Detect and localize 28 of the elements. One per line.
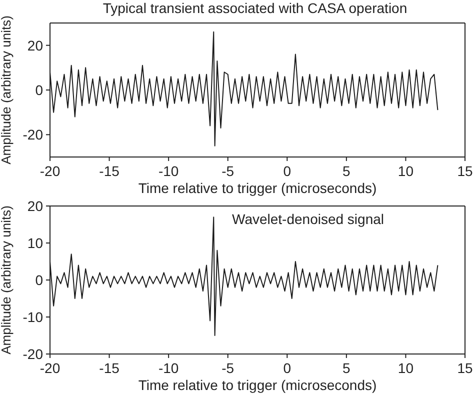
x-tick-label: -5	[222, 360, 234, 376]
y-tick-label: -20	[22, 346, 44, 362]
y-tick-label: 10	[27, 234, 44, 251]
x-tick-label: 0	[283, 162, 292, 179]
y-tick-label: 20	[27, 198, 44, 214]
annotation: Wavelet-denoised signal	[232, 211, 384, 227]
y-axis-title: Amplitude (arbitrary units)	[0, 206, 14, 354]
y-tick-label: -20	[22, 126, 44, 143]
x-tick-label: -10	[158, 162, 179, 179]
x-tick-label: -5	[222, 162, 234, 179]
x-tick-label: 5	[342, 360, 351, 376]
x-tick-label: 15	[457, 162, 473, 179]
y-tick-label: 0	[35, 82, 44, 98]
y-axis-title: Amplitude (arbitrary units)	[0, 16, 14, 164]
chart-title: Typical transient associated with CASA operation	[102, 0, 408, 16]
x-tick-label: -15	[99, 162, 120, 179]
x-axis-title: Time relative to trigger (microseconds)	[138, 377, 377, 393]
x-tick-label: 15	[457, 360, 473, 376]
y-tick-label: 20	[27, 37, 44, 54]
x-axis-title: Time relative to trigger (microseconds)	[138, 180, 377, 196]
y-tick-label: 0	[35, 272, 44, 288]
x-tick-label: 10	[398, 360, 414, 376]
x-tick-label: -15	[99, 360, 120, 376]
x-tick-label: 10	[398, 162, 414, 179]
x-tick-label: 5	[342, 162, 351, 179]
x-tick-label: 0	[283, 360, 292, 376]
y-tick-label: -10	[22, 308, 44, 325]
x-tick-label: -10	[158, 360, 179, 376]
